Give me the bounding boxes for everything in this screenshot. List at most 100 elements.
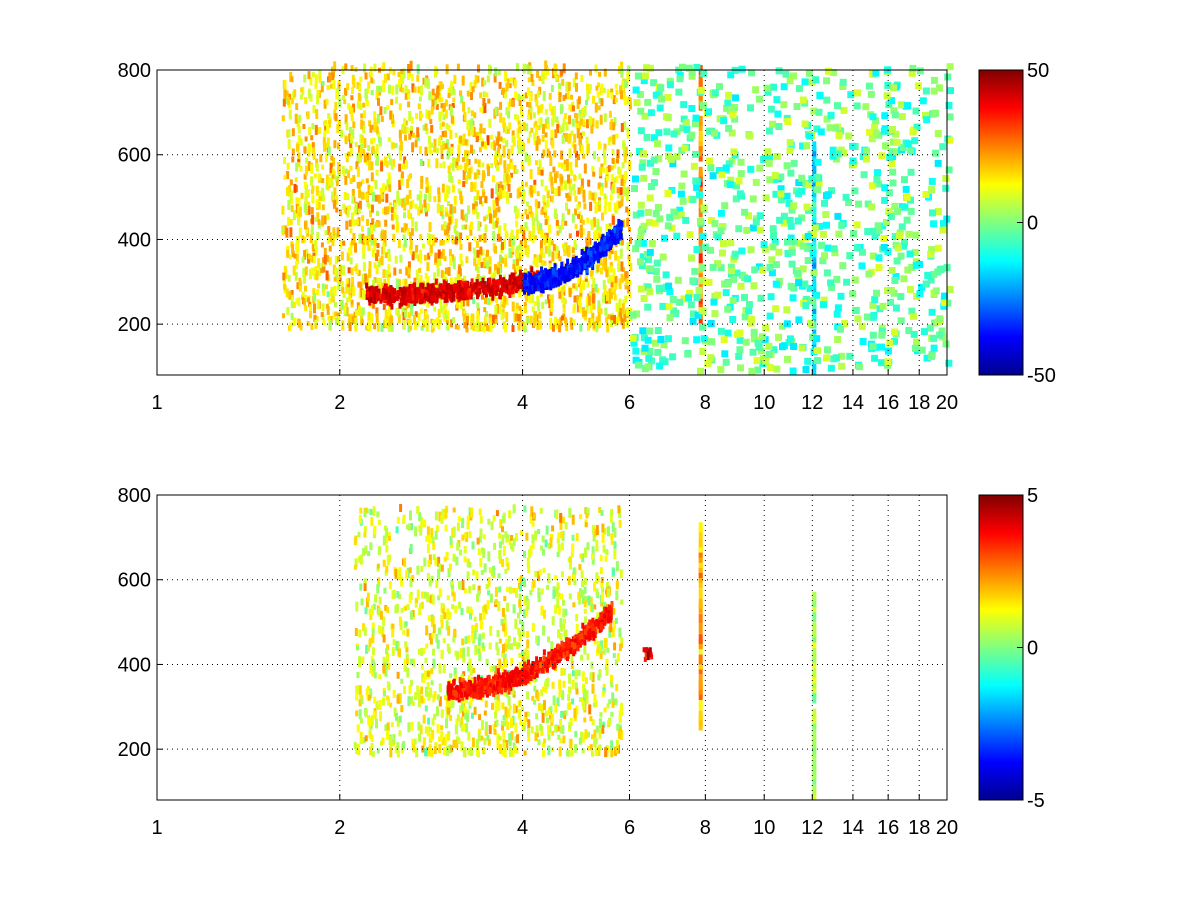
heatmap-cell xyxy=(488,277,492,284)
heatmap-cell xyxy=(340,251,344,261)
heatmap-cell xyxy=(831,249,839,257)
heatmap-cell xyxy=(282,313,285,319)
heatmap-cell xyxy=(698,258,703,269)
heatmap-cell xyxy=(551,324,555,332)
heatmap-cell xyxy=(540,266,543,273)
heatmap-cell xyxy=(473,172,477,180)
heatmap-cell xyxy=(892,130,900,138)
heatmap-cell xyxy=(376,85,380,92)
heatmap-cell xyxy=(298,207,302,218)
heatmap-cell xyxy=(589,69,592,76)
heatmap-cell xyxy=(449,106,453,116)
heatmap-cell xyxy=(871,123,879,131)
heatmap-cell xyxy=(539,104,543,113)
heatmap-cell xyxy=(554,316,557,327)
heatmap-cell xyxy=(911,248,919,256)
heatmap-cell xyxy=(568,288,572,298)
heatmap-cell xyxy=(496,165,500,172)
heatmap-cell xyxy=(560,268,564,275)
heatmap-cell xyxy=(539,240,543,251)
heatmap-cell xyxy=(320,268,324,274)
heatmap-cell xyxy=(568,267,572,274)
heatmap-cell xyxy=(579,284,583,294)
heatmap-cell xyxy=(745,307,753,315)
heatmap-cell xyxy=(746,132,754,140)
heatmap-cell xyxy=(423,314,427,320)
heatmap-cell xyxy=(685,294,693,302)
heatmap-cell xyxy=(597,156,601,162)
heatmap-cell xyxy=(584,276,588,282)
heatmap-cell xyxy=(519,240,523,249)
heatmap-cell xyxy=(911,137,919,145)
heatmap-cell xyxy=(290,300,294,309)
heatmap-cell xyxy=(384,252,388,258)
heatmap-cell xyxy=(657,84,665,92)
heatmap-cell xyxy=(562,94,566,101)
heatmap-cell xyxy=(401,163,405,170)
heatmap-cell xyxy=(419,199,423,210)
heatmap-cell xyxy=(833,275,841,283)
heatmap-cell xyxy=(640,77,648,85)
heatmap-cell xyxy=(609,265,613,273)
heatmap-cell xyxy=(295,197,299,208)
heatmap-cell xyxy=(303,173,307,180)
heatmap-cell xyxy=(368,269,372,278)
heatmap-cell xyxy=(579,117,583,126)
heatmap-cell xyxy=(886,153,894,161)
heatmap-cell xyxy=(327,226,331,235)
heatmap-cell xyxy=(640,295,648,302)
heatmap-cell xyxy=(454,236,458,245)
heatmap-cell xyxy=(852,306,860,314)
heatmap-cell xyxy=(321,178,325,184)
heatmap-cell xyxy=(461,224,465,230)
heatmap-cell xyxy=(692,114,700,122)
heatmap-cell xyxy=(897,293,905,301)
heatmap-cell xyxy=(361,278,365,285)
heatmap-cell xyxy=(398,268,402,274)
heatmap-cell xyxy=(812,207,817,218)
heatmap-cell xyxy=(344,63,348,71)
heatmap-cell xyxy=(730,275,738,283)
heatmap-cell xyxy=(812,197,817,208)
heatmap-cell xyxy=(407,261,411,270)
heatmap-cell xyxy=(891,337,898,345)
heatmap-cell xyxy=(771,172,779,179)
heatmap-cell xyxy=(414,221,418,232)
heatmap-cell xyxy=(452,291,456,298)
heatmap-cell xyxy=(574,72,578,80)
heatmap-cell xyxy=(846,252,854,260)
heatmap-cell xyxy=(538,159,542,169)
heatmap-cell xyxy=(888,97,895,105)
heatmap-cell xyxy=(582,118,586,126)
heatmap-cell xyxy=(814,357,821,365)
heatmap-cell xyxy=(839,262,847,270)
heatmap-cell xyxy=(551,268,555,275)
heatmap-cell xyxy=(384,309,388,320)
heatmap-cell xyxy=(395,214,399,224)
heatmap-cell xyxy=(388,176,392,185)
heatmap-cell xyxy=(536,320,540,331)
heatmap-cell xyxy=(651,339,659,347)
heatmap-cell xyxy=(524,152,528,163)
heatmap-cell xyxy=(350,95,354,101)
heatmap-cell xyxy=(365,282,369,289)
heatmap-cell xyxy=(402,320,406,330)
heatmap-cell xyxy=(326,213,330,221)
heatmap-cell xyxy=(882,142,889,150)
heatmap-cell xyxy=(698,314,703,325)
heatmap-cell xyxy=(404,160,408,169)
heatmap-cell xyxy=(508,83,512,89)
heatmap-cell xyxy=(883,219,890,226)
heatmap-cell xyxy=(458,273,462,284)
heatmap-cell xyxy=(809,231,817,239)
heatmap-cell xyxy=(812,217,817,228)
heatmap-cell xyxy=(302,274,306,284)
heatmap-cell xyxy=(437,187,441,195)
heatmap-cell xyxy=(407,296,411,303)
heatmap-cell xyxy=(816,222,824,230)
heatmap-cell xyxy=(600,163,604,172)
heatmap-cell xyxy=(423,203,427,213)
heatmap-cell xyxy=(507,148,511,159)
heatmap-cell xyxy=(482,127,486,134)
